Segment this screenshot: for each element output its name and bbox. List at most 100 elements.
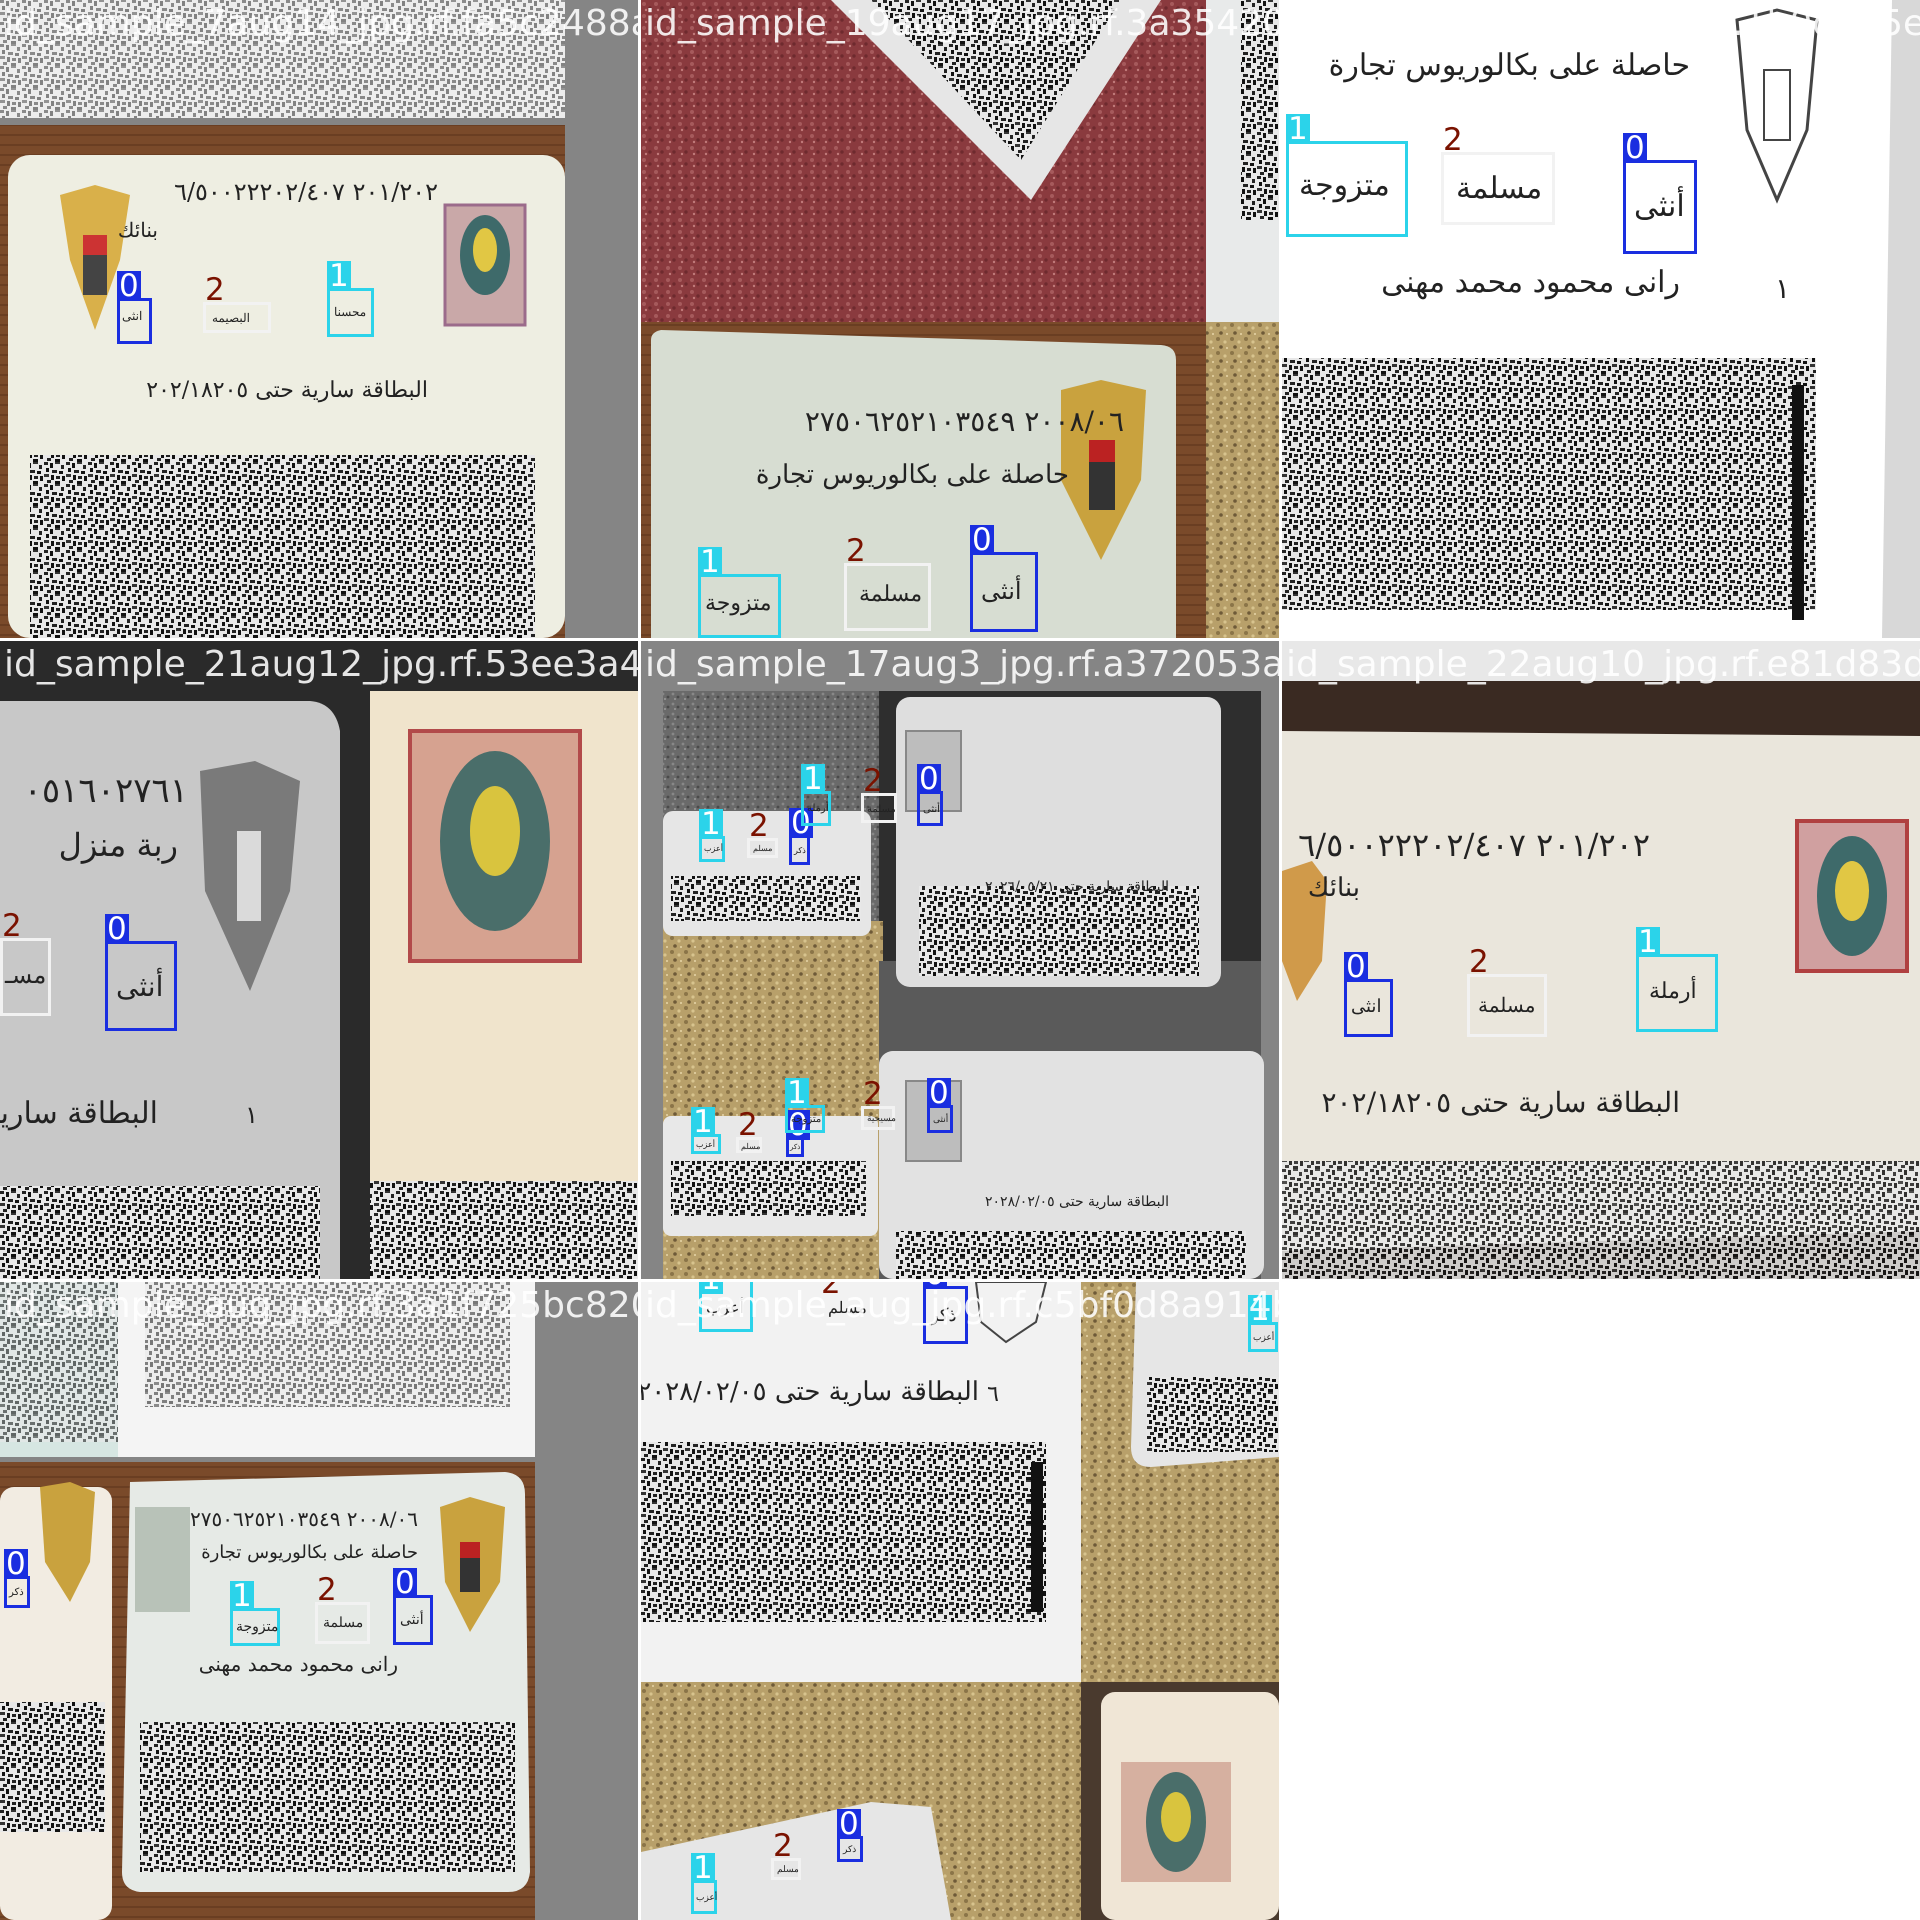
detected-word: متزوجة: [236, 1619, 279, 1635]
detected-word: أنثى: [116, 970, 164, 1003]
class-label: 2: [863, 763, 883, 799]
detection-box-female: 0 انثى: [117, 271, 152, 344]
class-label: 0: [837, 1806, 861, 1842]
detection-box-female: 0 ذكر: [786, 1110, 810, 1157]
class-label: 0: [917, 761, 941, 797]
detection-box-female: 0 أنثى: [970, 525, 1038, 632]
mosaic-tile: ٢٠٠٨/٠٦ ٢٧٥٠٦٢٥٢١٠٣٥٤٩ حاصلة على بكالوري…: [0, 1282, 638, 1920]
tile-photo: [0, 1282, 638, 1920]
detection-box-religion: 2 مسلم: [747, 811, 778, 858]
card-text: ٢٠٠٨/٠٦ ٢٧٥٠٦٢٥٢١٠٣٥٤٩: [804, 405, 1124, 438]
detection-box-religion: 2 مسيحية: [861, 1079, 896, 1130]
detection-box-religion: 2 مسلمة: [861, 766, 897, 823]
tile-photo: [641, 1282, 1279, 1920]
detected-word: متزوجة: [1299, 168, 1390, 203]
class-label: 0: [4, 1546, 28, 1582]
class-label: 2: [821, 1282, 841, 1301]
detected-word: ذكر: [843, 1845, 857, 1855]
detection-box-marital: 1 متزوجة: [1286, 114, 1408, 237]
detection-box-female: 0 أنثى: [393, 1568, 433, 1645]
class-label: 2: [846, 533, 866, 569]
class-label: 2: [1469, 944, 1489, 980]
class-label: 2: [749, 808, 769, 844]
class-label: 1: [699, 1282, 723, 1295]
detection-box-female: 0 ذكر: [923, 1282, 968, 1344]
card-text: البطاقة سارية: [0, 1096, 158, 1131]
detected-word: أرملة: [1649, 979, 1697, 1004]
detected-word: أنثى: [981, 577, 1022, 605]
detection-box-marital: 1 أعزب: [699, 1282, 753, 1332]
card-text: البطاقة سارية حتى ٢٠٢٦/٠٥/٢١: [985, 879, 1169, 895]
detected-word: أنثى: [400, 1612, 424, 1628]
class-label: 1: [1248, 1292, 1272, 1328]
detected-word: أرملة: [807, 803, 829, 814]
detection-box-female: 0 ذكر: [4, 1549, 30, 1608]
card-text: حاصلة على بكالوريوس تجارة: [755, 460, 1069, 490]
detection-box-religion: 2 البصيمه: [203, 275, 271, 333]
tile-photo: [1282, 641, 1920, 1279]
detected-word: مسـ: [5, 961, 47, 989]
class-label: 1: [699, 806, 723, 842]
detected-word: متزوجة: [791, 1114, 822, 1125]
detection-box-female: 0 أنثى: [105, 914, 177, 1031]
pharaoh-stamp: [1795, 819, 1909, 973]
card-text: ٢٠١/٢٠٢ ٦/٥٠٠٢٢٢٠٢/٤٠٧: [174, 178, 438, 206]
detection-box-religion: 2 مسلمة: [1441, 125, 1555, 225]
card-text: البطاقة سارية حتى ٢٠٢/١٨٢٠٥: [1321, 1086, 1680, 1119]
detection-box-marital: 1 أعزب: [1248, 1295, 1278, 1352]
detected-word: مسلم: [741, 1142, 761, 1151]
card-text: البطاقة سارية حتى ٢٠٢٨/٠٢/٠٥: [985, 1194, 1169, 1210]
detection-box-marital: 1 أعزب: [691, 1107, 721, 1154]
detected-word: مسلمة: [1456, 171, 1543, 206]
detection-box-marital: 1 محسنا: [327, 261, 374, 337]
detection-box-female: 0 أنثى: [917, 764, 943, 826]
detected-word: مسيحية: [867, 1114, 896, 1124]
class-label: 2: [773, 1828, 793, 1864]
card-text: حاصلة على بكالوريوس تجارة: [1328, 48, 1690, 83]
eagle-emblem: [974, 1282, 1048, 1344]
card-text: بنائك: [117, 218, 158, 242]
eagle-emblem: [1282, 861, 1327, 1001]
card-text: بنائك: [1307, 873, 1360, 903]
detected-word: انثى: [1351, 996, 1382, 1017]
detection-box-female: 0 انثى: [1344, 952, 1393, 1037]
tile-photo: [641, 641, 1279, 1279]
card-text: ٢٠٠٨/٠٦ ٢٧٥٠٦٢٥٢١٠٣٥٤٩: [190, 1507, 418, 1531]
card-text: ٠٥١٦٠٢٧٦١: [23, 771, 188, 811]
detected-word: مسلمة: [859, 582, 923, 607]
card-text: ٦: [987, 1382, 999, 1407]
card-text: ٢٠١/٢٠٢ ٦/٥٠٠٢٢٢٠٢/٤٠٧: [1298, 826, 1650, 864]
card-text: البطاقة سارية حتى ٢٠٢/١٨٢٠٥: [146, 378, 428, 403]
class-label: 1: [698, 544, 722, 580]
class-label: 0: [927, 1075, 951, 1111]
eagle-emblem: [60, 185, 130, 330]
class-label: 0: [970, 522, 994, 558]
detected-word: مسلم: [753, 844, 773, 853]
tile-photo: [0, 0, 638, 638]
tile-photo: [0, 641, 638, 1279]
card-text: رانى محمود محمد مهنى: [198, 1652, 398, 1676]
detected-word: متزوجة: [705, 591, 772, 616]
card-text: ربة منزل: [58, 826, 178, 864]
mosaic-tile: حاصلة على بكالوريوس تجارة رانى محمود محم…: [1282, 0, 1920, 638]
class-label: 1: [801, 761, 825, 797]
detection-box-religion: 2 مسلمة: [1467, 947, 1547, 1037]
detected-word: أنثى: [923, 804, 940, 815]
detection-box-marital: 1 متزوجة: [230, 1581, 280, 1646]
class-label: 0: [1623, 130, 1647, 166]
detection-box-marital: 1 أرملة: [801, 764, 831, 826]
class-label: 1: [691, 1850, 715, 1886]
eagle-emblem: [200, 761, 300, 991]
detected-word: أعزب: [704, 844, 723, 853]
detection-box-female: 0 أنثى: [927, 1078, 953, 1133]
class-label: 2: [738, 1107, 758, 1143]
detected-word: أنثى: [933, 1115, 949, 1125]
class-label: 1: [1286, 111, 1310, 147]
mosaic-tile: البطاقة سارية حتى ٢٠٢٨/٠٢/٠٥ ٦ 1 أعزب 2 …: [641, 1282, 1279, 1920]
detected-word: ذكر: [9, 1587, 24, 1598]
detected-word: أعزب: [1253, 1333, 1275, 1343]
eagle-emblem: [1061, 380, 1146, 560]
card-text: رانى محمود محمد مهنى: [1381, 265, 1680, 300]
detected-word: مسلمة: [323, 1615, 364, 1631]
